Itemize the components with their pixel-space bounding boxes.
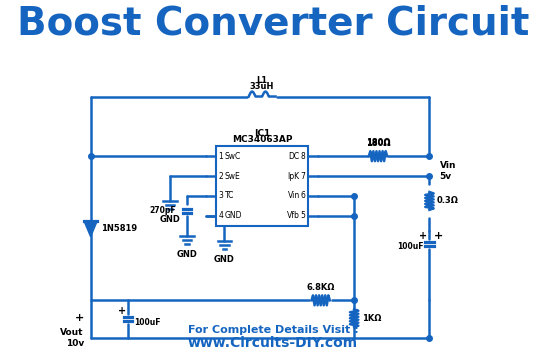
- Text: +: +: [434, 231, 443, 241]
- Text: GND: GND: [159, 215, 181, 224]
- Text: GND: GND: [176, 249, 197, 258]
- Text: 1N5819: 1N5819: [100, 224, 137, 233]
- Text: +: +: [419, 231, 427, 241]
- Polygon shape: [84, 221, 97, 237]
- Text: 180Ω: 180Ω: [366, 139, 390, 148]
- Text: L1: L1: [257, 76, 268, 85]
- Text: 0.3Ω: 0.3Ω: [437, 197, 459, 206]
- Text: SwC: SwC: [224, 152, 241, 161]
- Text: For Complete Details Visit :: For Complete Details Visit :: [188, 325, 358, 335]
- Text: GND: GND: [214, 255, 235, 264]
- Text: 180Ω: 180Ω: [366, 138, 390, 147]
- Text: Vin
5v: Vin 5v: [440, 161, 456, 181]
- Text: Vout
10v: Vout 10v: [61, 328, 84, 348]
- Text: 5: 5: [301, 211, 306, 220]
- Text: IpK: IpK: [288, 172, 300, 181]
- Bar: [216, 146, 308, 226]
- Text: 270pF: 270pF: [150, 206, 176, 215]
- Text: www.Circuits-DIY.com: www.Circuits-DIY.com: [188, 336, 358, 350]
- Text: IC1: IC1: [254, 129, 270, 138]
- Text: DC: DC: [289, 152, 300, 161]
- Text: 100uF: 100uF: [397, 242, 424, 251]
- Text: GND: GND: [224, 211, 242, 220]
- Text: SwE: SwE: [224, 172, 240, 181]
- Text: Boost Converter Circuit: Boost Converter Circuit: [17, 5, 529, 43]
- Text: 6: 6: [301, 192, 306, 201]
- Text: +: +: [117, 306, 126, 316]
- Text: 4: 4: [218, 211, 223, 220]
- Text: 8: 8: [301, 152, 306, 161]
- Text: 33uH: 33uH: [250, 82, 274, 91]
- Text: 1KΩ: 1KΩ: [361, 314, 381, 323]
- Text: Vin: Vin: [288, 192, 300, 201]
- Text: Vfb: Vfb: [287, 211, 300, 220]
- Text: TC: TC: [224, 192, 234, 201]
- Text: MC34063AP: MC34063AP: [232, 135, 292, 144]
- Text: 6.8KΩ: 6.8KΩ: [306, 283, 335, 292]
- Text: +: +: [75, 313, 84, 323]
- Text: 3: 3: [218, 192, 223, 201]
- Text: 7: 7: [301, 172, 306, 181]
- Text: 1: 1: [218, 152, 223, 161]
- Text: 2: 2: [218, 172, 223, 181]
- Text: 100uF: 100uF: [134, 318, 161, 327]
